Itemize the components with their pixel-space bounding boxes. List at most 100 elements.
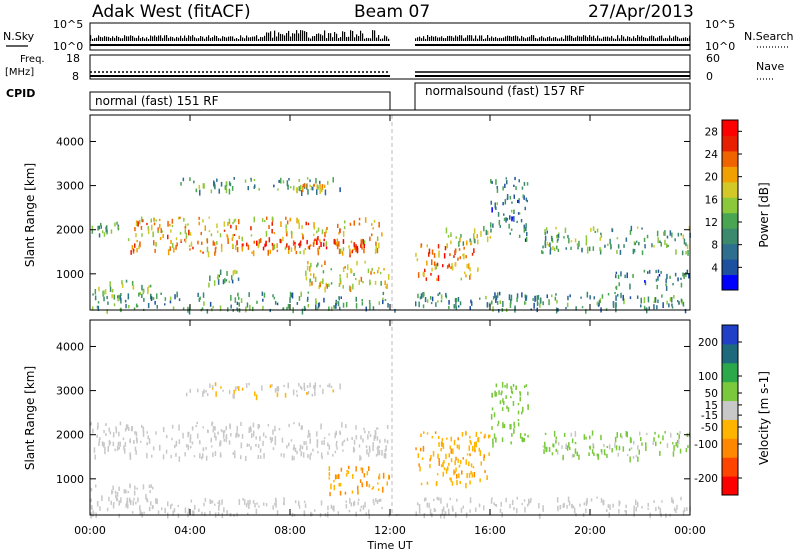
velocity-echo-region-2 [90,483,154,506]
freq-tick-bottom: 8 [72,70,79,83]
power-ytick-label-1: 3000 [56,180,84,193]
nsearch-label: N.Search [744,30,794,43]
power-echo-region-12 [615,269,690,291]
power-echo-region-10 [490,176,529,242]
velocity-colorbar-swatch-1 [722,457,738,477]
velocity-echo-region-3 [328,465,391,497]
power-ytick-label-3: 1000 [56,268,84,281]
power-colorbar-label-3: 16 [705,194,719,206]
velocity-colorbar-label-3: 15 [705,400,718,412]
power-colorbar-swatch-4 [722,212,738,229]
nsky-trace [90,30,691,46]
velocity-colorbar-swatch-5 [722,381,738,402]
power-colorbar-swatch-5 [722,197,738,214]
velocity-echo-region-0 [90,421,389,462]
velocity-xtick-label-2: 08:00 [274,524,306,537]
power-colorbar-label-2: 20 [705,172,718,184]
power-colorbar-swatch-3 [722,228,738,245]
date-title: 27/Apr/2013 [588,2,694,22]
velocity-y-ticks: 4000 3000 2000 1000 [56,340,690,486]
freq-label: Freq. [20,54,45,65]
velocity-echo-region-1 [185,382,341,401]
x-axis-label: Time UT [366,539,412,552]
velocity-panel: 4000 3000 2000 1000 00:00 04:00 08:00 12:00 16:… [23,319,771,537]
power-echo-region-8 [415,243,479,282]
power-echoes [91,115,691,315]
cpid-label: CPID [6,87,35,100]
velocity-colorbar-label-5: -50 [701,422,718,434]
power-echo-region-7 [305,260,390,293]
power-colorbar: 28 24 20 16 12 8 4 [705,119,742,291]
freq-panel: Freq. [MHz] 18 8 60 0 Nave [5,52,784,83]
freq-unit: [MHz] [5,67,34,78]
velocity-colorbar-swatch-7 [722,343,738,364]
nave-tick-bottom: 0 [706,70,713,83]
velocity-colorbar-frame [721,324,739,496]
velocity-colorbar-label-7: -200 [694,473,718,485]
velocity-ytick-label-0: 4000 [56,340,84,353]
nsearch-tick-bottom: 10^0 [705,40,735,53]
power-ytick-label-0: 4000 [56,135,84,148]
cpid-segment-1: normal (fast) 151 RF [95,94,219,108]
velocity-xtick-label-4: 16:00 [474,524,506,537]
power-y-ticks: 4000 3000 2000 1000 [56,135,690,281]
power-panel: 4000 3000 2000 1000 Slant Range [km] 28 24 20… [23,114,771,315]
power-data-gap [390,116,415,309]
velocity-ytick-label-2: 2000 [56,429,84,442]
velocity-colorbar-swatch-6 [722,362,738,383]
velocity-echo-region-4 [415,430,491,489]
power-colorbar-swatch-10 [722,120,738,136]
power-colorbar-swatch-7 [722,166,738,183]
velocity-colorbar-swatch-3 [722,419,738,439]
freq-trace [90,71,690,77]
velocity-colorbar-label-6: -100 [694,439,718,451]
velocity-colorbar-swatch-0 [722,476,738,496]
nsky-tick-top: 10^5 [53,18,83,31]
power-echo-region-6 [208,269,240,288]
velocity-ytick-label-1: 3000 [56,385,84,398]
freq-tick-top: 18 [66,52,80,65]
power-colorbar-swatch-0 [722,274,738,291]
nave-label: Nave [756,60,784,73]
velocity-colorbar-swatch-2 [722,438,738,458]
nsky-tick-bottom: 10^0 [53,40,83,53]
nave-tick-top: 60 [706,52,720,65]
power-echo-region-11 [541,225,691,256]
velocity-colorbar-label-1: 100 [698,371,718,383]
cpid-panel: CPID normal (fast) 151 RF normalsound (f… [6,82,691,111]
cpid-bracket-0 [89,91,391,110]
power-echo-region-2 [242,238,365,252]
power-colorbar-label-6: 4 [711,262,718,274]
cpid-marks [89,82,691,111]
velocity-colorbar-swatch-4 [722,400,738,420]
power-colorbar-swatch-6 [722,181,738,198]
velocity-xtick-label-1: 04:00 [174,524,206,537]
power-colorbar-swatch-9 [722,135,738,152]
power-colorbar-swatch-1 [722,259,738,276]
velocity-colorbar-label-4: -15 [701,410,718,422]
beam-title: Beam 07 [354,2,430,22]
velocity-x-ticks: 00:00 04:00 08:00 12:00 16:00 20:00 00:00 [74,320,706,537]
velocity-colorbar-swatch-8 [722,325,738,345]
station-title: Adak West (fitACF) [92,2,251,22]
velocity-xtick-label-0: 00:00 [74,524,106,537]
velocity-colorbar-label: Velocity [m s-1] [757,371,771,465]
nsky-label: N.Sky [3,30,35,43]
nsearch-tick-top: 10^5 [705,18,735,31]
velocity-xtick-label-6: 00:00 [674,524,706,537]
nsky-panel: N.Sky 10^5 10^0 10^5 10^0 N.Search [3,18,794,53]
power-colorbar-label-5: 8 [711,240,718,252]
power-echo-region-9 [445,225,492,247]
velocity-xtick-label-3: 12:00 [374,524,406,537]
power-colorbar-frame [721,119,739,291]
power-colorbar-label-4: 12 [705,217,718,229]
cpid-segment-2: normalsound (fast) 157 RF [425,84,585,98]
power-colorbar-swatch-2 [722,243,738,260]
power-x-ticks [89,115,691,310]
cpid-bracket-1 [414,82,691,110]
power-echo-region-4 [295,183,326,194]
power-colorbar-label-0: 28 [705,126,718,138]
power-ylabel: Slant Range [km] [23,163,37,267]
